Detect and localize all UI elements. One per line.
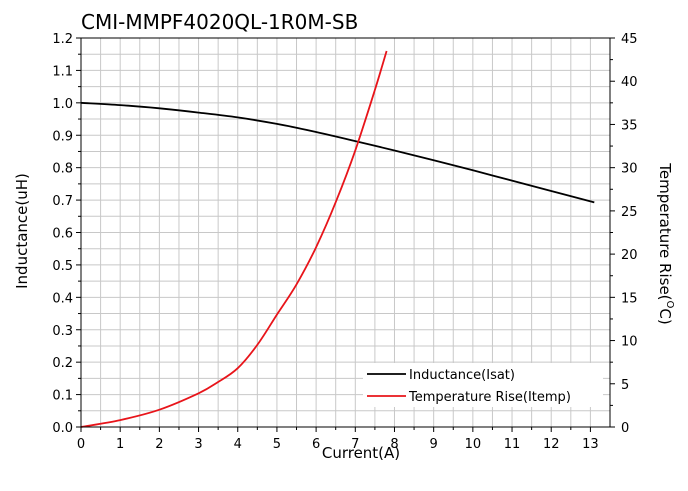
y-left-tick-label: 0.4 (52, 291, 73, 306)
y-axis-left-label: Inductance(uH) (13, 173, 31, 289)
y-right-tick-label: 35 (621, 118, 638, 133)
y-right-tick-label: 20 (621, 248, 638, 263)
x-tick-label: 2 (155, 437, 163, 452)
y-left-tick-label: 1.2 (52, 32, 73, 47)
y-left-tick-label: 0.5 (52, 259, 73, 274)
x-tick-label: 1 (116, 437, 124, 452)
x-tick-label: 7 (351, 437, 359, 452)
x-tick-label: 13 (582, 437, 599, 452)
y-axis-right-label-superscript: O (664, 301, 675, 309)
y-axis-right-label: Temperature Rise(OC) (656, 162, 675, 324)
y-left-tick-label: 0.9 (52, 129, 73, 144)
chart-title: CMI-MMPF4020QL-1R0M-SB (81, 10, 358, 34)
y-right-tick-label: 0 (621, 421, 629, 436)
plot-series (80, 50, 595, 428)
grid (81, 38, 610, 427)
x-tick-label: 6 (312, 437, 320, 452)
y-right-tick-label: 5 (621, 378, 629, 393)
y-left-tick-label: 0.7 (52, 194, 73, 209)
y-left-tick-label: 0.8 (52, 162, 73, 177)
legend-box (363, 363, 603, 407)
y-right-tick-label: 40 (621, 75, 638, 90)
y-right-tick-label: 45 (621, 32, 638, 47)
x-tick-label: 10 (465, 437, 482, 452)
x-tick-label: 4 (234, 437, 242, 452)
y-left-tick-label: 0.3 (52, 324, 73, 339)
y-left-tick-label: 1.0 (52, 97, 73, 112)
x-tick-label: 9 (430, 437, 438, 452)
x-axis-label: Current(A) (322, 444, 400, 462)
y-left-tick-label: 0.1 (52, 389, 73, 404)
x-tick-label: 12 (543, 437, 560, 452)
y-right-tick-label: 10 (621, 335, 638, 350)
y-axis-right-label-unit: C) (656, 308, 674, 324)
y-left-tick-label: 0.0 (52, 421, 73, 436)
series-line-temperature-rise (80, 50, 388, 428)
y-right-tick-label: 15 (621, 291, 638, 306)
y-right-tick-label: 30 (621, 162, 638, 177)
legend-label-temperature: Temperature Rise(Itemp) (408, 390, 571, 405)
x-tick-label: 11 (504, 437, 521, 452)
y-left-tick-label: 0.2 (52, 356, 73, 371)
y-left-tick-label: 0.6 (52, 227, 73, 242)
x-tick-label: 3 (194, 437, 202, 452)
legend: Inductance(Isat) Temperature Rise(Itemp) (363, 363, 603, 407)
x-tick-label: 5 (273, 437, 281, 452)
y-right-tick-label: 25 (621, 205, 638, 220)
legend-label-inductance: Inductance(Isat) (409, 368, 515, 383)
series-line-inductance (80, 101, 595, 204)
axes: 0 1 2 3 4 5 6 7 8 9 10 11 12 130.00.10.20.30.40.50.60… (52, 32, 637, 452)
x-tick-label: 0 (77, 437, 85, 452)
y-axis-right-label-main: Temperature Rise( (656, 162, 674, 300)
y-left-tick-label: 1.1 (52, 64, 73, 79)
x-tick-label: 8 (390, 437, 398, 452)
